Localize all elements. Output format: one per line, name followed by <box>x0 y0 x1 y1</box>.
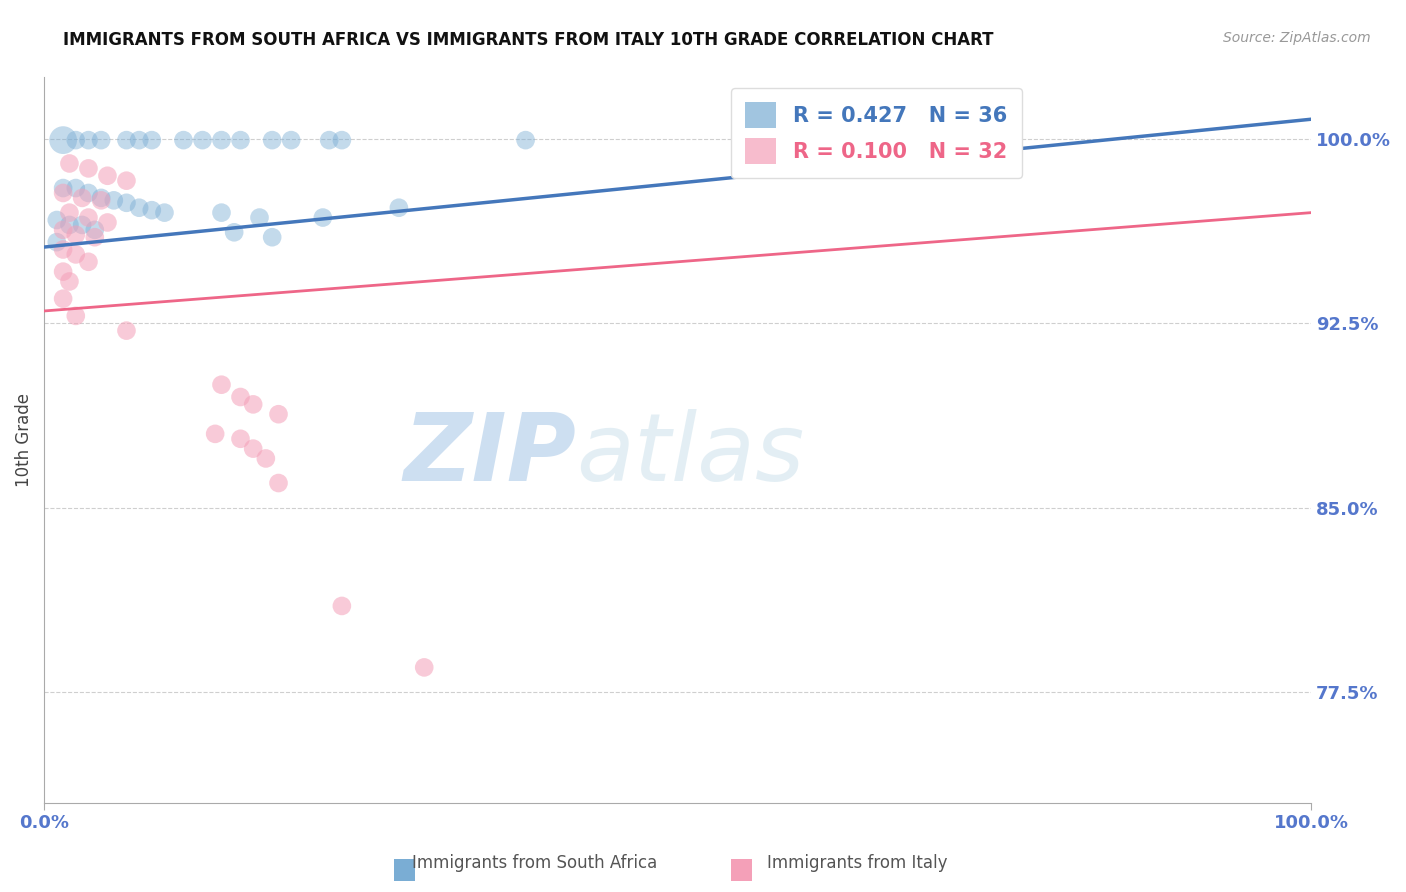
Point <box>267 407 290 421</box>
Point <box>254 451 277 466</box>
Point <box>211 133 233 147</box>
Point <box>83 223 105 237</box>
Point <box>141 133 163 147</box>
Text: ZIP: ZIP <box>404 409 576 500</box>
Point <box>77 161 100 176</box>
Point <box>211 377 233 392</box>
Point <box>249 211 271 225</box>
Point <box>45 235 67 249</box>
Point <box>65 133 87 147</box>
Point <box>90 194 112 208</box>
Text: Immigrants from South Africa: Immigrants from South Africa <box>412 855 657 872</box>
Point <box>229 133 252 147</box>
Point <box>262 230 284 244</box>
Point <box>191 133 214 147</box>
Point <box>153 205 176 219</box>
Point <box>115 195 138 210</box>
Point <box>58 218 80 232</box>
Point <box>115 174 138 188</box>
Point <box>52 223 75 237</box>
Point <box>96 169 118 183</box>
Point <box>77 211 100 225</box>
Point <box>52 133 75 147</box>
Point <box>70 218 93 232</box>
Y-axis label: 10th Grade: 10th Grade <box>15 393 32 487</box>
Point <box>65 227 87 242</box>
Point <box>224 225 246 239</box>
Point <box>229 390 252 404</box>
Legend: R = 0.427   N = 36, R = 0.100   N = 32: R = 0.427 N = 36, R = 0.100 N = 32 <box>731 87 1022 178</box>
Point <box>77 133 100 147</box>
Point <box>330 599 353 613</box>
Point <box>83 230 105 244</box>
Point <box>115 133 138 147</box>
Point <box>65 181 87 195</box>
Point <box>211 205 233 219</box>
Point <box>515 133 537 147</box>
Point <box>204 426 226 441</box>
Point <box>173 133 195 147</box>
Point <box>58 156 80 170</box>
Point <box>52 186 75 200</box>
Point <box>312 211 335 225</box>
Point <box>242 442 264 456</box>
Point <box>330 133 353 147</box>
Point <box>58 275 80 289</box>
Point <box>52 292 75 306</box>
Point <box>96 215 118 229</box>
Point <box>77 254 100 268</box>
Point <box>65 247 87 261</box>
Point <box>318 133 340 147</box>
Point <box>262 133 284 147</box>
Point <box>141 203 163 218</box>
Point <box>128 201 150 215</box>
Point <box>388 201 411 215</box>
Text: Immigrants from Italy: Immigrants from Italy <box>768 855 948 872</box>
Point <box>45 213 67 227</box>
Point <box>229 432 252 446</box>
Point <box>413 660 436 674</box>
Point <box>90 191 112 205</box>
Point <box>58 205 80 219</box>
Point <box>52 181 75 195</box>
Point <box>70 191 93 205</box>
Text: Source: ZipAtlas.com: Source: ZipAtlas.com <box>1223 31 1371 45</box>
Point <box>115 324 138 338</box>
Point <box>65 309 87 323</box>
Point <box>103 194 125 208</box>
Point <box>128 133 150 147</box>
Point <box>242 397 264 411</box>
Point <box>77 186 100 200</box>
Text: atlas: atlas <box>576 409 804 500</box>
Point <box>90 133 112 147</box>
Point <box>52 243 75 257</box>
Point <box>267 476 290 491</box>
Point <box>52 265 75 279</box>
Text: IMMIGRANTS FROM SOUTH AFRICA VS IMMIGRANTS FROM ITALY 10TH GRADE CORRELATION CHA: IMMIGRANTS FROM SOUTH AFRICA VS IMMIGRAN… <box>63 31 994 49</box>
Point <box>280 133 302 147</box>
